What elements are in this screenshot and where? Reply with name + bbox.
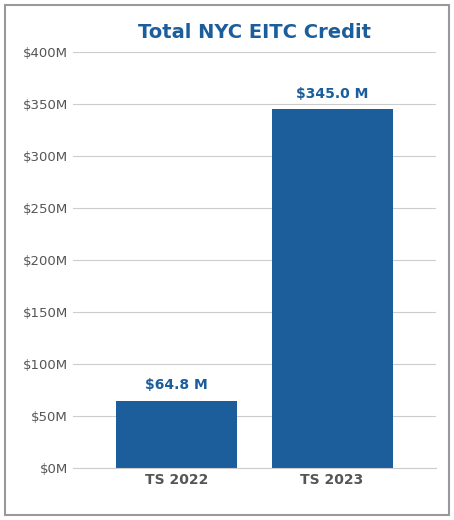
Bar: [271, 109, 393, 468]
Text: $64.8 M: $64.8 M: [145, 378, 208, 392]
Bar: [116, 400, 237, 468]
Title: Total NYC EITC Credit: Total NYC EITC Credit: [138, 23, 371, 42]
Text: $345.0 M: $345.0 M: [296, 87, 368, 101]
